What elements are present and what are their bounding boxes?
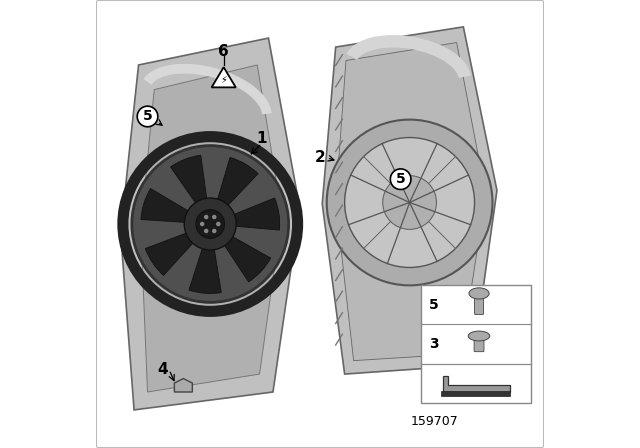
FancyBboxPatch shape (475, 291, 484, 314)
Text: 159707: 159707 (410, 414, 458, 428)
Circle shape (204, 215, 209, 219)
Circle shape (216, 222, 221, 226)
Text: ⚡: ⚡ (220, 75, 227, 85)
Text: 2: 2 (315, 150, 325, 165)
Text: 4: 4 (157, 362, 168, 377)
Circle shape (196, 210, 225, 238)
Wedge shape (215, 157, 258, 211)
Circle shape (383, 176, 436, 229)
Wedge shape (220, 233, 271, 282)
Ellipse shape (469, 288, 489, 299)
Polygon shape (212, 67, 236, 87)
Polygon shape (443, 376, 511, 392)
Circle shape (326, 120, 493, 285)
Circle shape (212, 229, 216, 233)
Polygon shape (121, 38, 300, 410)
Polygon shape (141, 65, 282, 392)
Wedge shape (227, 198, 280, 230)
Text: 5: 5 (429, 297, 438, 312)
Circle shape (390, 169, 411, 190)
FancyBboxPatch shape (474, 334, 484, 352)
Wedge shape (170, 155, 208, 209)
FancyBboxPatch shape (97, 0, 543, 448)
Text: 6: 6 (218, 44, 229, 59)
Circle shape (132, 146, 289, 302)
Circle shape (344, 138, 474, 267)
Wedge shape (145, 230, 198, 276)
Wedge shape (141, 189, 195, 223)
Circle shape (212, 215, 216, 219)
Ellipse shape (468, 331, 490, 341)
Polygon shape (323, 27, 497, 374)
Circle shape (204, 229, 209, 233)
Polygon shape (336, 43, 486, 361)
Polygon shape (174, 379, 192, 392)
FancyBboxPatch shape (421, 285, 531, 403)
Circle shape (200, 222, 204, 226)
Circle shape (184, 198, 236, 250)
Text: 1: 1 (257, 131, 267, 146)
Text: 5: 5 (396, 172, 406, 186)
Text: 3: 3 (429, 337, 438, 351)
Text: 5: 5 (143, 109, 152, 124)
Circle shape (137, 106, 158, 127)
Wedge shape (189, 241, 221, 293)
FancyBboxPatch shape (441, 391, 511, 396)
